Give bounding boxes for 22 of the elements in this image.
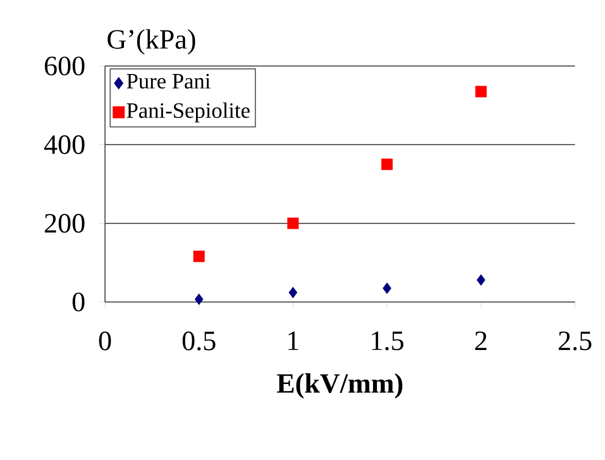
point bbox=[382, 282, 392, 294]
y-tick-label: 200 bbox=[44, 214, 84, 233]
y-tick-label: 0 bbox=[72, 292, 84, 312]
point bbox=[476, 274, 486, 286]
point bbox=[288, 286, 298, 298]
x-tick-label: 2.5 bbox=[558, 331, 592, 350]
x-tick-label: 0 bbox=[99, 332, 111, 350]
y-axis-title: G’(kPa) bbox=[108, 29, 196, 54]
x-tick-label: 2 bbox=[475, 331, 486, 350]
point bbox=[381, 158, 393, 170]
x-axis-title: E(kV/mm) bbox=[276, 373, 402, 399]
point bbox=[194, 294, 204, 305]
x-tick-label: 1.5 bbox=[372, 332, 404, 350]
point bbox=[287, 218, 299, 230]
x-tick-label: 0.5 bbox=[182, 332, 216, 350]
legend-label: Pani-Sepiolite bbox=[126, 102, 250, 122]
y-tick-label: 400 bbox=[44, 135, 84, 154]
x-tick-label: 1 bbox=[288, 332, 298, 350]
legend-label: Pure Pani bbox=[126, 74, 210, 89]
point bbox=[193, 250, 205, 262]
point bbox=[475, 86, 487, 98]
y-tick-label: 600 bbox=[44, 56, 84, 76]
